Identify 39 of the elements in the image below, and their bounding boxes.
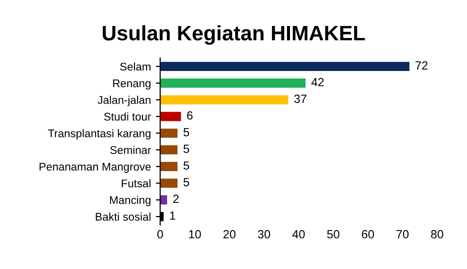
bar [160, 195, 168, 204]
y-tick-label: Transplantasi karang [48, 129, 150, 140]
x-tick-label: 70 [396, 230, 409, 238]
x-tick-label: 80 [431, 230, 444, 238]
data-label: 6 [187, 111, 193, 120]
y-tick-label: Selam [120, 62, 150, 71]
bar [160, 145, 178, 154]
data-label: 42 [311, 78, 324, 86]
y-tick-label: Bakti sosial [96, 212, 150, 221]
data-label: 2 [173, 194, 179, 203]
x-tick-label: 30 [258, 230, 270, 238]
data-label: 1 [170, 211, 176, 220]
y-tick-label: Futsal [122, 179, 150, 188]
bar [160, 95, 288, 104]
bar [160, 162, 178, 172]
x-tick-label: 20 [223, 230, 236, 238]
data-label: 72 [416, 61, 428, 70]
x-tick-label: 50 [327, 230, 340, 238]
y-tick-label: Penanaman Mangrove [40, 162, 151, 173]
bar [160, 78, 306, 88]
x-tick-label: 10 [189, 230, 201, 238]
data-label: 37 [294, 94, 306, 103]
y-tick-label: Jalan-jalan [98, 96, 150, 106]
data-label: 5 [184, 128, 190, 136]
y-tick-label: Seminar [110, 146, 151, 154]
x-tick-label: 0 [157, 230, 163, 238]
x-tick-label: 40 [292, 230, 305, 238]
y-tick-label: Studi tour [104, 112, 151, 121]
data-label: 5 [184, 144, 190, 153]
chart-title: Usulan Kegiatan HIMAKEL [102, 25, 365, 45]
bar [160, 112, 181, 122]
data-label: 5 [184, 161, 190, 170]
data-label: 5 [184, 178, 190, 186]
bar [160, 178, 178, 188]
x-tick-label: 60 [362, 230, 374, 238]
y-tick-label: Renang [113, 80, 150, 90]
bar [160, 128, 178, 138]
bar [160, 62, 410, 72]
y-tick-label: Mancing [110, 196, 150, 206]
